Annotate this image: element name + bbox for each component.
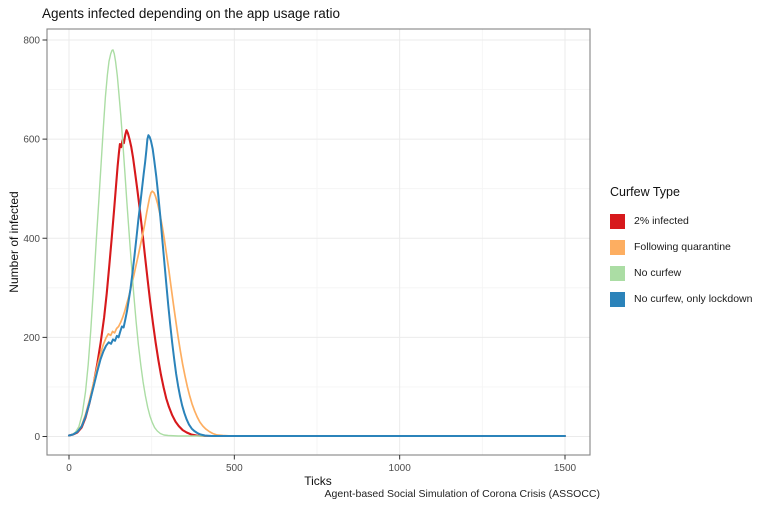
legend-label: No curfew, only lockdown	[634, 293, 753, 305]
legend-swatch-icon	[610, 239, 625, 255]
legend-entry-2-infected: 2% infected	[608, 208, 766, 234]
legend-entry-no-curfew: No curfew	[608, 260, 766, 286]
legend-label: 2% infected	[634, 215, 689, 227]
panel-border	[46, 28, 591, 456]
y-tick-label: 0	[34, 432, 40, 443]
y-tick-label: 800	[23, 36, 40, 47]
y-axis-title: Number of infected	[7, 191, 21, 293]
y-tick-label: 600	[23, 135, 40, 146]
x-tick-label: 0	[66, 463, 72, 474]
legend: Curfew Type 2% infected Following quarant…	[608, 185, 766, 312]
y-tick-label: 200	[23, 333, 40, 344]
legend-swatch-icon	[610, 265, 625, 281]
legend-label: Following quarantine	[634, 241, 731, 253]
x-tick-label: 1500	[554, 463, 577, 474]
legend-entry-following-quarantine: Following quarantine	[608, 234, 766, 260]
series-line-2-infected	[67, 129, 567, 438]
legend-title: Curfew Type	[610, 185, 680, 199]
chart-caption: Agent-based Social Simulation of Corona …	[324, 488, 600, 500]
y-tick-label: 400	[23, 234, 40, 245]
legend-swatch-icon	[610, 213, 625, 229]
chart-title: Agents infected depending on the app usa…	[42, 6, 340, 21]
x-tick-label: 1000	[389, 463, 412, 474]
series-line-no-curfew	[68, 49, 566, 437]
legend-entry-no-curfew-only-lockdown: No curfew, only lockdown	[608, 286, 766, 312]
series-line-following-quarantine	[68, 190, 566, 437]
legend-label: No curfew	[634, 267, 682, 279]
series-group	[67, 49, 567, 438]
legend-entries: 2% infected Following quarantine No curfew…	[608, 208, 766, 312]
series-line-no-curfew-only-lockdown	[68, 134, 566, 437]
legend-swatch-icon	[610, 291, 625, 307]
x-tick-label: 500	[226, 463, 243, 474]
x-axis-title: Ticks	[304, 474, 332, 488]
